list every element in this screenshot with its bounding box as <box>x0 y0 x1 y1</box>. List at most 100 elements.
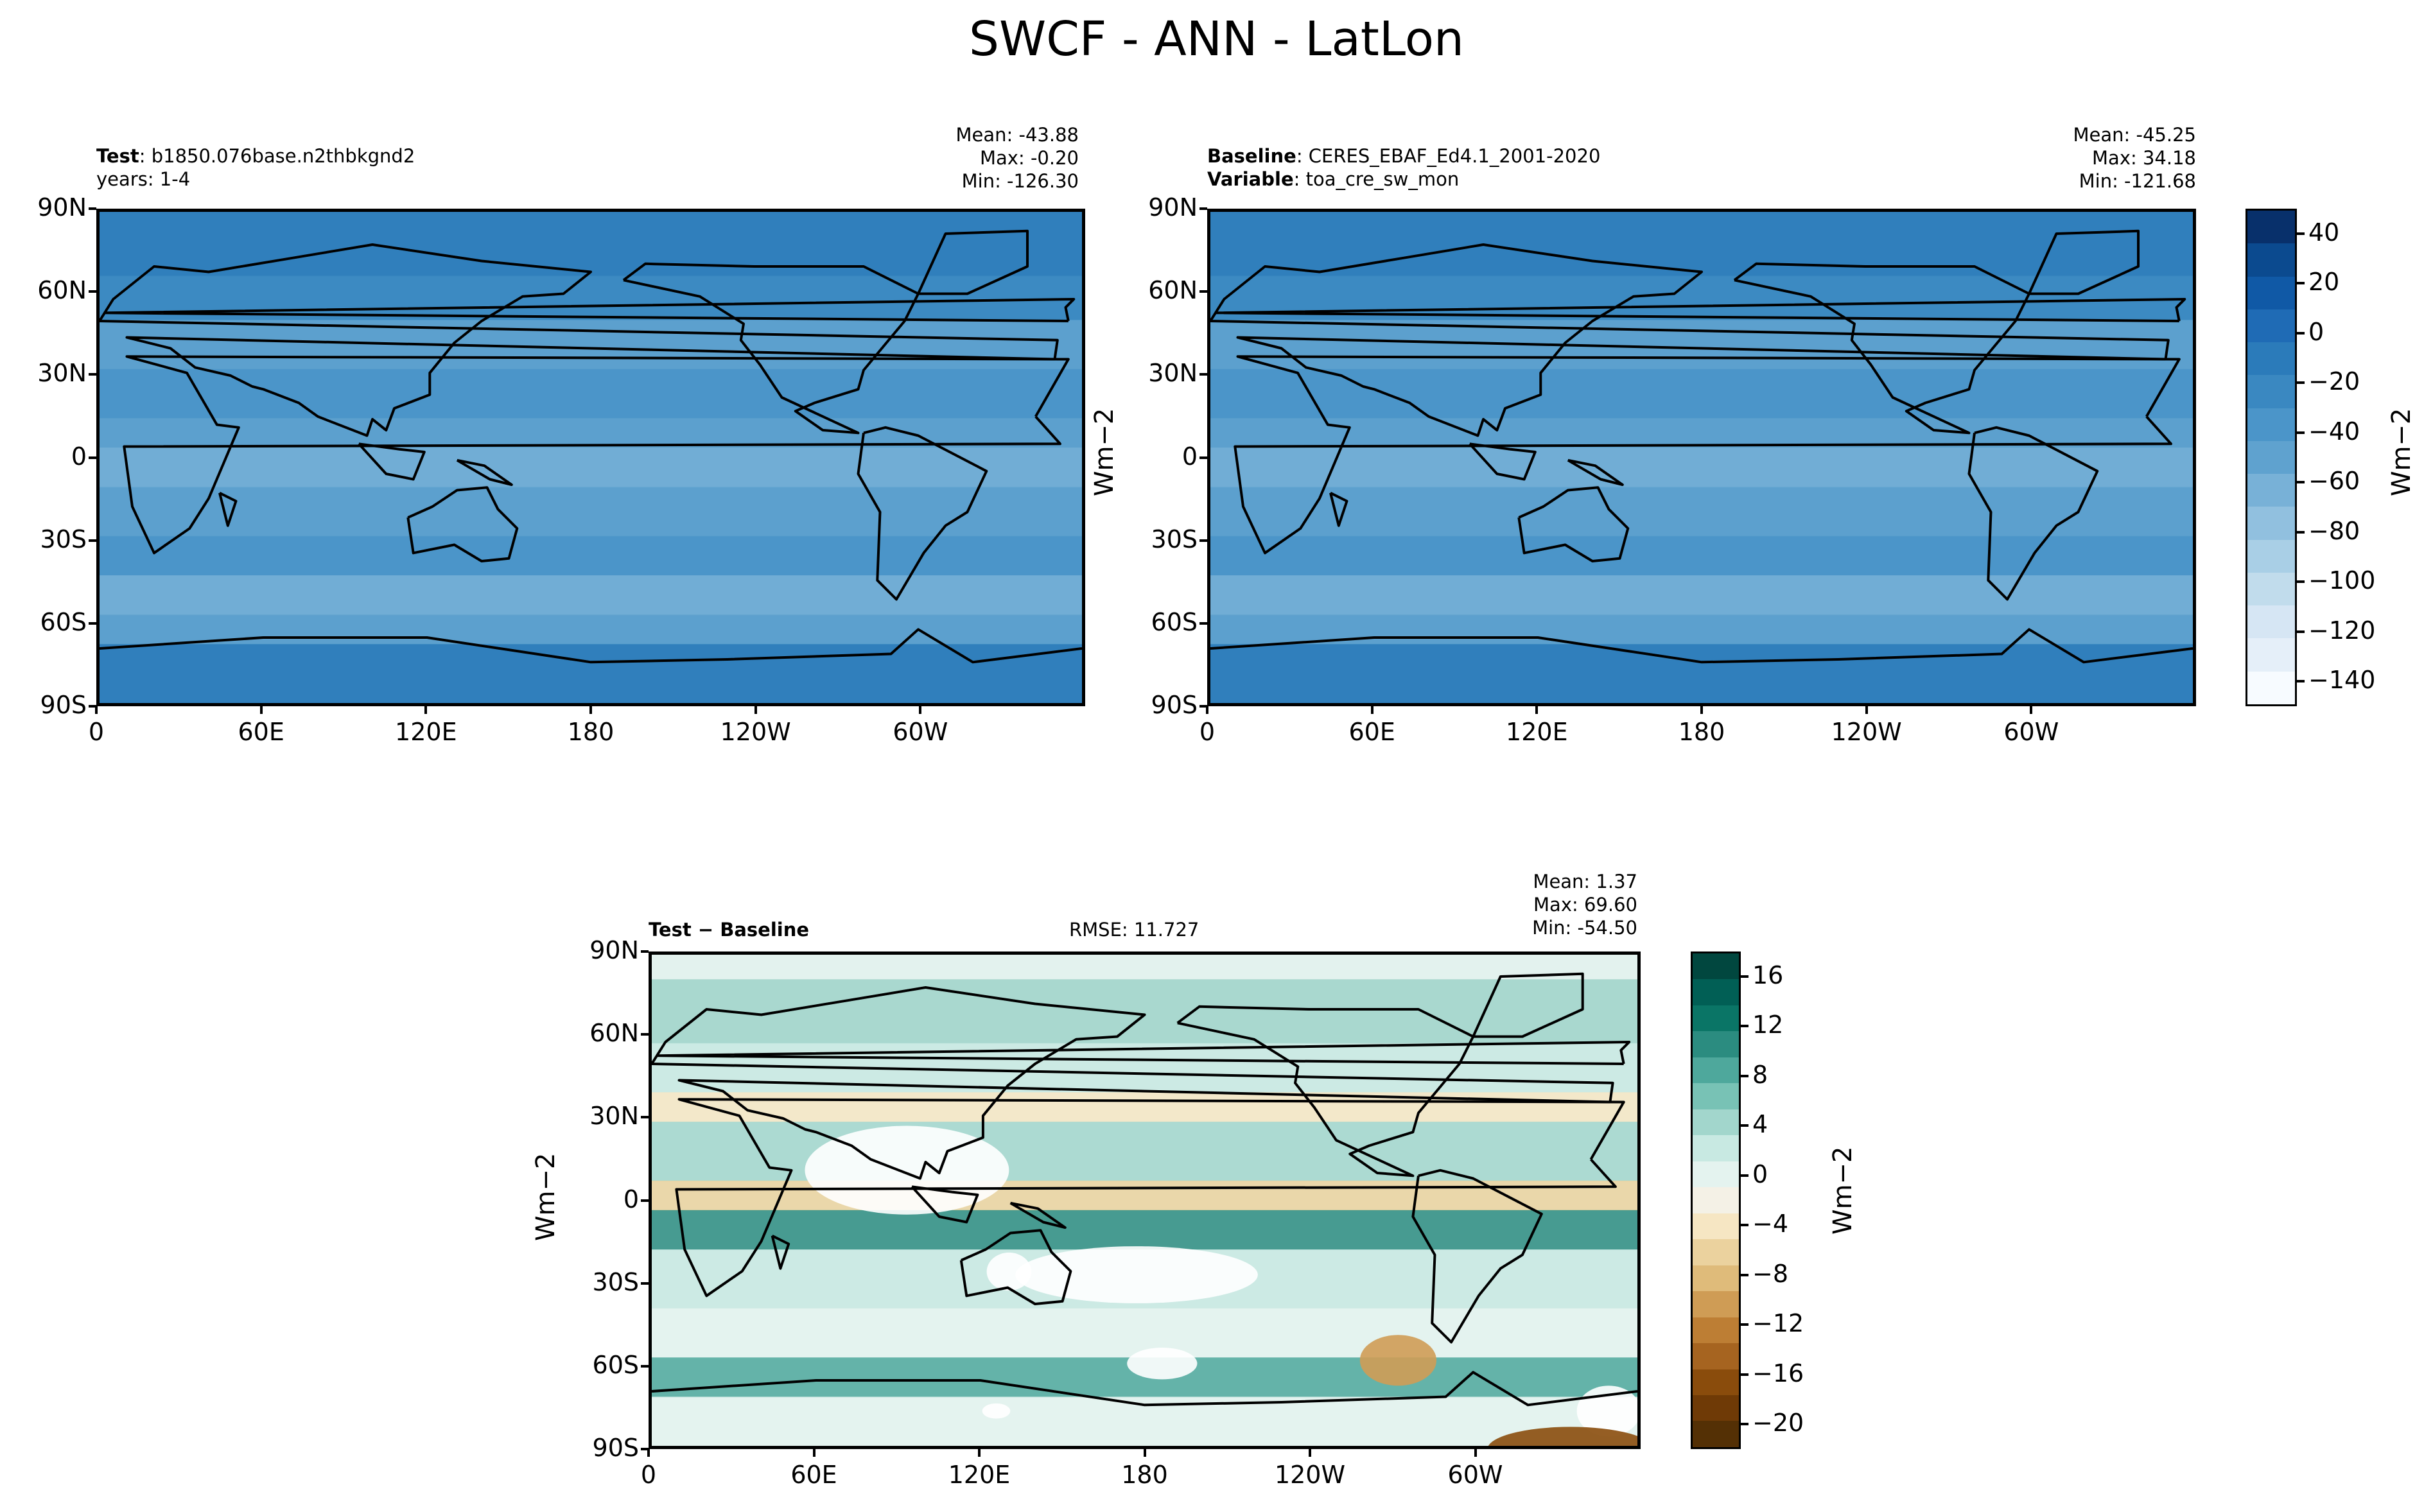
main-colorbar-tick: −20 <box>2308 367 2360 396</box>
main-colorbar-tick-mark <box>2297 630 2305 633</box>
diff-lon-tick: 0 <box>640 1461 657 1489</box>
main-colorbar-tick-mark <box>2297 381 2305 385</box>
diff-colorbar-tick-mark <box>1741 1025 1748 1028</box>
baseline-lat-tick-mark <box>1199 539 1207 542</box>
baseline-lon-tick: 120E <box>1506 718 1568 746</box>
main-colorbar-units: Wm−2 <box>2387 408 2416 496</box>
diff-map <box>649 952 1641 1449</box>
test-mean: Mean: -43.88 <box>955 124 1079 146</box>
test-lat-tick-mark <box>89 373 96 376</box>
diff-lat-tick-mark <box>641 1364 649 1368</box>
test-lat-tick-mark <box>89 207 96 210</box>
test-lat-tick-mark <box>89 705 96 708</box>
test-lon-tick: 180 <box>567 718 615 746</box>
baseline-lon-tick-mark <box>1370 706 1373 714</box>
diff-colorbar-swatch <box>1693 1161 1739 1188</box>
test-panel-label: Test: b1850.076base.n2thbkgnd2 years: 1-… <box>96 144 415 191</box>
diff-colorbar-swatch <box>1693 1005 1739 1032</box>
main-colorbar-tick-mark <box>2297 431 2305 434</box>
baseline-lat-tick: 60N <box>1148 276 1198 305</box>
diff-stats: Mean: 1.37 Max: 69.60 Min: -54.50 <box>1445 870 1637 939</box>
baseline-lon-tick-mark <box>1865 706 1868 714</box>
diff-colorbar-tick: 4 <box>1752 1110 1768 1139</box>
diff-colorbar-swatch <box>1693 979 1739 1005</box>
diff-colorbar-swatch <box>1693 1031 1739 1057</box>
baseline-lat-tick: 30S <box>1151 525 1198 553</box>
diff-lat-tick-mark <box>641 1448 649 1450</box>
test-lon-tick: 60E <box>238 718 284 746</box>
main-colorbar-tick: 20 <box>2308 268 2340 297</box>
diff-colorbar-tick: 0 <box>1752 1160 1768 1188</box>
diff-colorbar-tick: −8 <box>1752 1259 1789 1288</box>
baseline-lon-tick-mark <box>1535 706 1539 714</box>
main-colorbar-tick-mark <box>2297 580 2305 584</box>
baseline-lon-tick-mark <box>2030 706 2033 714</box>
baseline-mean: Mean: -45.25 <box>2073 124 2197 146</box>
baseline-lon-tick: 60E <box>1348 718 1395 746</box>
main-colorbar-tick: −100 <box>2308 566 2376 595</box>
diff-colorbar-tick-mark <box>1741 1323 1748 1326</box>
diff-lon-tick-mark <box>978 1449 981 1457</box>
main-colorbar-tick: −140 <box>2308 666 2376 695</box>
main-colorbar-tick-mark <box>2297 282 2305 285</box>
diff-colorbar-tick-mark <box>1741 1373 1748 1376</box>
main-colorbar-swatch <box>2247 671 2295 704</box>
main-colorbar-tick: 0 <box>2308 317 2324 346</box>
diff-lat-tick: 30N <box>589 1102 639 1131</box>
diff-map-units: Wm−2 <box>531 1152 561 1241</box>
diff-lat-tick: 90S <box>592 1434 639 1462</box>
main-colorbar-swatch <box>2247 375 2295 408</box>
main-colorbar-tick-mark <box>2297 481 2305 484</box>
baseline-lat-tick: 60S <box>1151 607 1198 636</box>
test-map <box>96 209 1085 706</box>
main-colorbar-swatch <box>2247 243 2295 277</box>
baseline-min: Min: -121.68 <box>2079 170 2196 192</box>
test-stats: Mean: -43.88 Max: -0.20 Min: -126.30 <box>886 123 1079 193</box>
main-colorbar-tick-mark <box>2297 232 2305 235</box>
diff-colorbar-swatch <box>1693 1317 1739 1344</box>
test-label-case: : b1850.076base.n2thbkgnd2 <box>139 145 415 167</box>
baseline-lat-tick: 90N <box>1148 193 1198 222</box>
diff-colorbar-swatch <box>1693 1343 1739 1369</box>
main-colorbar-swatch <box>2247 342 2295 376</box>
baseline-lon-tick-mark <box>1206 706 1208 714</box>
main-colorbar <box>2246 209 2297 706</box>
diff-lon-tick: 60W <box>1447 1461 1503 1489</box>
diff-colorbar-swatch <box>1693 1291 1739 1317</box>
baseline-lon-tick: 0 <box>1199 718 1216 746</box>
test-lat-tick: 0 <box>71 442 87 471</box>
main-colorbar-swatch <box>2247 605 2295 639</box>
diff-lon-tick-mark <box>647 1449 650 1457</box>
diff-lat-tick: 30S <box>592 1267 639 1296</box>
diff-lat-tick-mark <box>641 1199 649 1202</box>
main-colorbar-tick: 40 <box>2308 218 2340 247</box>
main-colorbar-swatch <box>2247 211 2295 244</box>
baseline-lat-tick-mark <box>1199 621 1207 625</box>
test-lon-tick-mark <box>95 706 98 714</box>
test-lon-tick: 60W <box>893 718 948 746</box>
test-label-bold: Test <box>96 145 139 167</box>
diff-colorbar-tick-mark <box>1741 1124 1748 1127</box>
diff-rmse: RMSE: 11.727 <box>1069 919 1199 941</box>
baseline-label-dataset: : CERES_EBAF_Ed4.1_2001-2020 <box>1296 145 1601 167</box>
baseline-lat-tick-mark <box>1199 373 1207 376</box>
diff-panel-label: Test − Baseline <box>649 918 809 941</box>
diff-max: Max: 69.60 <box>1533 894 1637 916</box>
diff-lon-tick-mark <box>1474 1449 1477 1457</box>
baseline-lat-tick-mark <box>1199 207 1207 210</box>
test-lon-tick-mark <box>919 706 922 714</box>
baseline-variable-bold: Variable <box>1207 168 1294 190</box>
test-lon-tick-mark <box>424 706 428 714</box>
baseline-max: Max: 34.18 <box>2092 147 2196 169</box>
baseline-lat-tick: 0 <box>1182 442 1198 471</box>
baseline-label-bold: Baseline <box>1207 145 1296 167</box>
diff-lon-tick-mark <box>1143 1449 1146 1457</box>
test-min: Min: -126.30 <box>961 170 1079 192</box>
baseline-lat-tick-mark <box>1199 705 1207 708</box>
test-lat-tick: 30S <box>40 525 87 553</box>
baseline-lon-tick: 180 <box>1678 718 1725 746</box>
diff-mean: Mean: 1.37 <box>1533 871 1637 892</box>
main-colorbar-swatch <box>2247 309 2295 343</box>
main-colorbar-swatch <box>2247 638 2295 672</box>
diff-colorbar-tick-mark <box>1741 1174 1748 1177</box>
